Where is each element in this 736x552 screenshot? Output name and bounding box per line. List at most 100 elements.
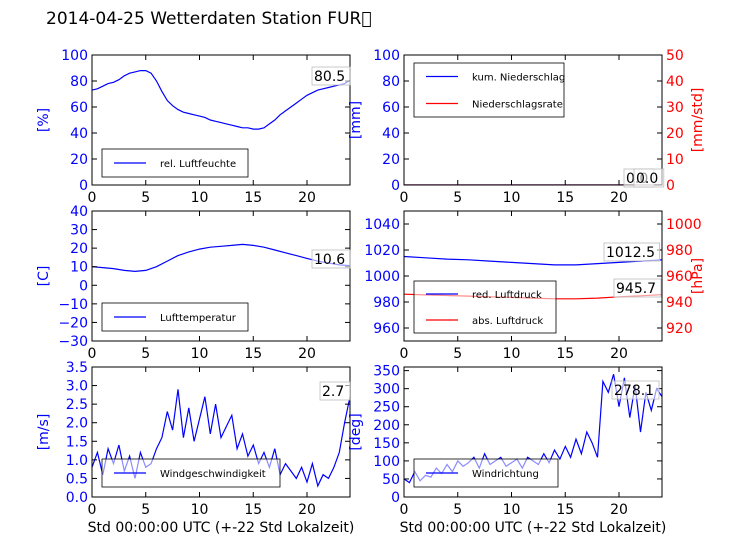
y-tick-label: 100: [373, 454, 400, 470]
x-tick-label: 10: [191, 346, 209, 362]
value-box: [311, 249, 351, 269]
y-tick-label: 100: [61, 48, 88, 64]
figure-title: 2014-04-25 Wetterdaten Station FUR : [46, 9, 372, 29]
x-tick-label: 10: [191, 190, 209, 206]
legend: Windrichtung: [413, 458, 559, 488]
y2-tick-label: 0: [666, 178, 675, 194]
current-value: 2.7: [322, 384, 344, 400]
plot-frame: [91, 54, 351, 186]
y-tick-label: −20: [58, 315, 88, 331]
y2-tick-label: 960: [666, 269, 693, 285]
x-tick-label: 20: [298, 190, 316, 206]
y-tick-label: 20: [382, 152, 400, 168]
x-tick-label: 5: [453, 502, 462, 518]
current-value: 10.6: [314, 252, 345, 268]
legend-box: [413, 62, 565, 118]
y-tick-label: 2.0: [66, 416, 88, 432]
current-value: 278.1: [614, 383, 654, 399]
y-tick-label: 80: [70, 74, 88, 90]
y-tick-label: 60: [382, 100, 400, 116]
value-box: [319, 381, 351, 401]
x-tick-label: 0: [88, 346, 97, 362]
legend: rel. Luftfeuchte: [101, 148, 249, 178]
legend-label: rel. Luftfeuchte: [160, 159, 236, 170]
y2-tick-label: 10: [666, 152, 684, 168]
x-tick-label: 0: [400, 190, 409, 206]
y-tick-label: 1000: [364, 269, 400, 285]
x-tick-label: 5: [141, 346, 150, 362]
y-tick-label: 80: [382, 74, 400, 90]
series-line-humidity-0: [92, 69, 350, 130]
y2-tick-label: 20: [666, 126, 684, 142]
y-tick-label: 350: [373, 364, 400, 380]
current-value: 80.5: [314, 69, 345, 85]
y-tick-label: 0: [79, 278, 88, 294]
y-tick-label: 0: [79, 178, 88, 194]
y-tick-label: 10: [70, 260, 88, 276]
y-tick-label: −10: [58, 297, 88, 313]
legend-label: red. Luftdruck: [472, 290, 542, 301]
x-tick-label: 15: [244, 190, 262, 206]
x-tick-label: 15: [556, 346, 574, 362]
legend-label: Windgeschwindigkeit: [160, 469, 266, 480]
x-tick-label: 15: [556, 190, 574, 206]
y-axis-label: [mm]: [348, 101, 364, 139]
legend-label: Lufttemperatur: [160, 313, 237, 324]
y2-tick-label: 50: [666, 48, 684, 64]
y-tick-label: 200: [373, 418, 400, 434]
y-tick-label: 60: [70, 100, 88, 116]
y-axis-label: [m/s]: [36, 414, 52, 451]
y-tick-label: 20: [70, 152, 88, 168]
x-tick-label: 10: [503, 346, 521, 362]
x-tick-label: 20: [610, 346, 628, 362]
legend-label: Niederschlagsrate: [472, 100, 563, 111]
y-tick-label: 980: [373, 295, 400, 311]
plot-frame: [91, 210, 351, 342]
value-box: [311, 66, 351, 86]
y-axis-label: [%]: [36, 108, 52, 132]
legend-label: kum. Niederschlag: [472, 73, 565, 84]
chart-humidity: 0 5 10 15 20 0 20 40 60 80 100 [%] rel. Luftfeuchte 8…: [36, 48, 351, 206]
y-tick-label: 1040: [364, 217, 400, 233]
legend-label: Windrichtung: [472, 469, 539, 480]
y-tick-label: 1.5: [66, 434, 88, 450]
y2-tick-label: 980: [666, 243, 693, 259]
current-value: 0.0: [636, 171, 658, 187]
chart-precip: 0 5 10 15 20 0 20 40 60 80 100 0 10 20 30 40 50 [mm/std] […: [348, 48, 706, 206]
chart-wind-speed: 0 5 10 15 20 0.0 0.5 1.0 1.5 2.0 2.5 3.0 3.5 [m/s] Std…: [36, 360, 354, 536]
y-tick-label: 100: [373, 48, 400, 64]
series-line-temperature-0: [92, 243, 350, 273]
x-tick-label: 10: [503, 502, 521, 518]
y-tick-label: 960: [373, 321, 400, 337]
y-tick-label: 1.0: [66, 453, 88, 469]
y-tick-label: 3.5: [66, 360, 88, 376]
x-tick-label: 20: [298, 502, 316, 518]
legend-label: abs. Luftdruck: [472, 316, 543, 327]
y2-tick-label: 40: [666, 74, 684, 90]
y-axis-label: [deg]: [348, 413, 364, 450]
x-tick-label: 15: [556, 502, 574, 518]
value-box: [633, 168, 665, 188]
x-tick-label: 5: [141, 502, 150, 518]
x-tick-label: 0: [88, 502, 97, 518]
value-box: [611, 380, 660, 400]
plot-frame: [403, 54, 663, 186]
x-tick-label: 5: [453, 190, 462, 206]
y-tick-label: 2.5: [66, 397, 88, 413]
y2-tick-label: 30: [666, 100, 684, 116]
y-tick-label: 40: [382, 126, 400, 142]
x-tick-label: 20: [298, 346, 316, 362]
series-line-pressure-0: [404, 255, 662, 266]
x-tick-label: 15: [244, 346, 262, 362]
chart-pressure: 0 5 10 15 20 960 980 1000 1020 1040 920 940 960 980 10…: [364, 210, 706, 362]
legend-box: [413, 280, 557, 334]
y-tick-label: 40: [70, 204, 88, 220]
legend: Windgeschwindigkeit: [101, 458, 281, 488]
y-tick-label: 50: [382, 472, 400, 488]
y2-axis-label: [mm/std]: [690, 88, 706, 153]
y-axis-label: [C]: [36, 266, 52, 287]
y-tick-label: 0: [391, 490, 400, 506]
y-tick-label: 40: [70, 126, 88, 142]
y-tick-label: 0.5: [66, 471, 88, 487]
